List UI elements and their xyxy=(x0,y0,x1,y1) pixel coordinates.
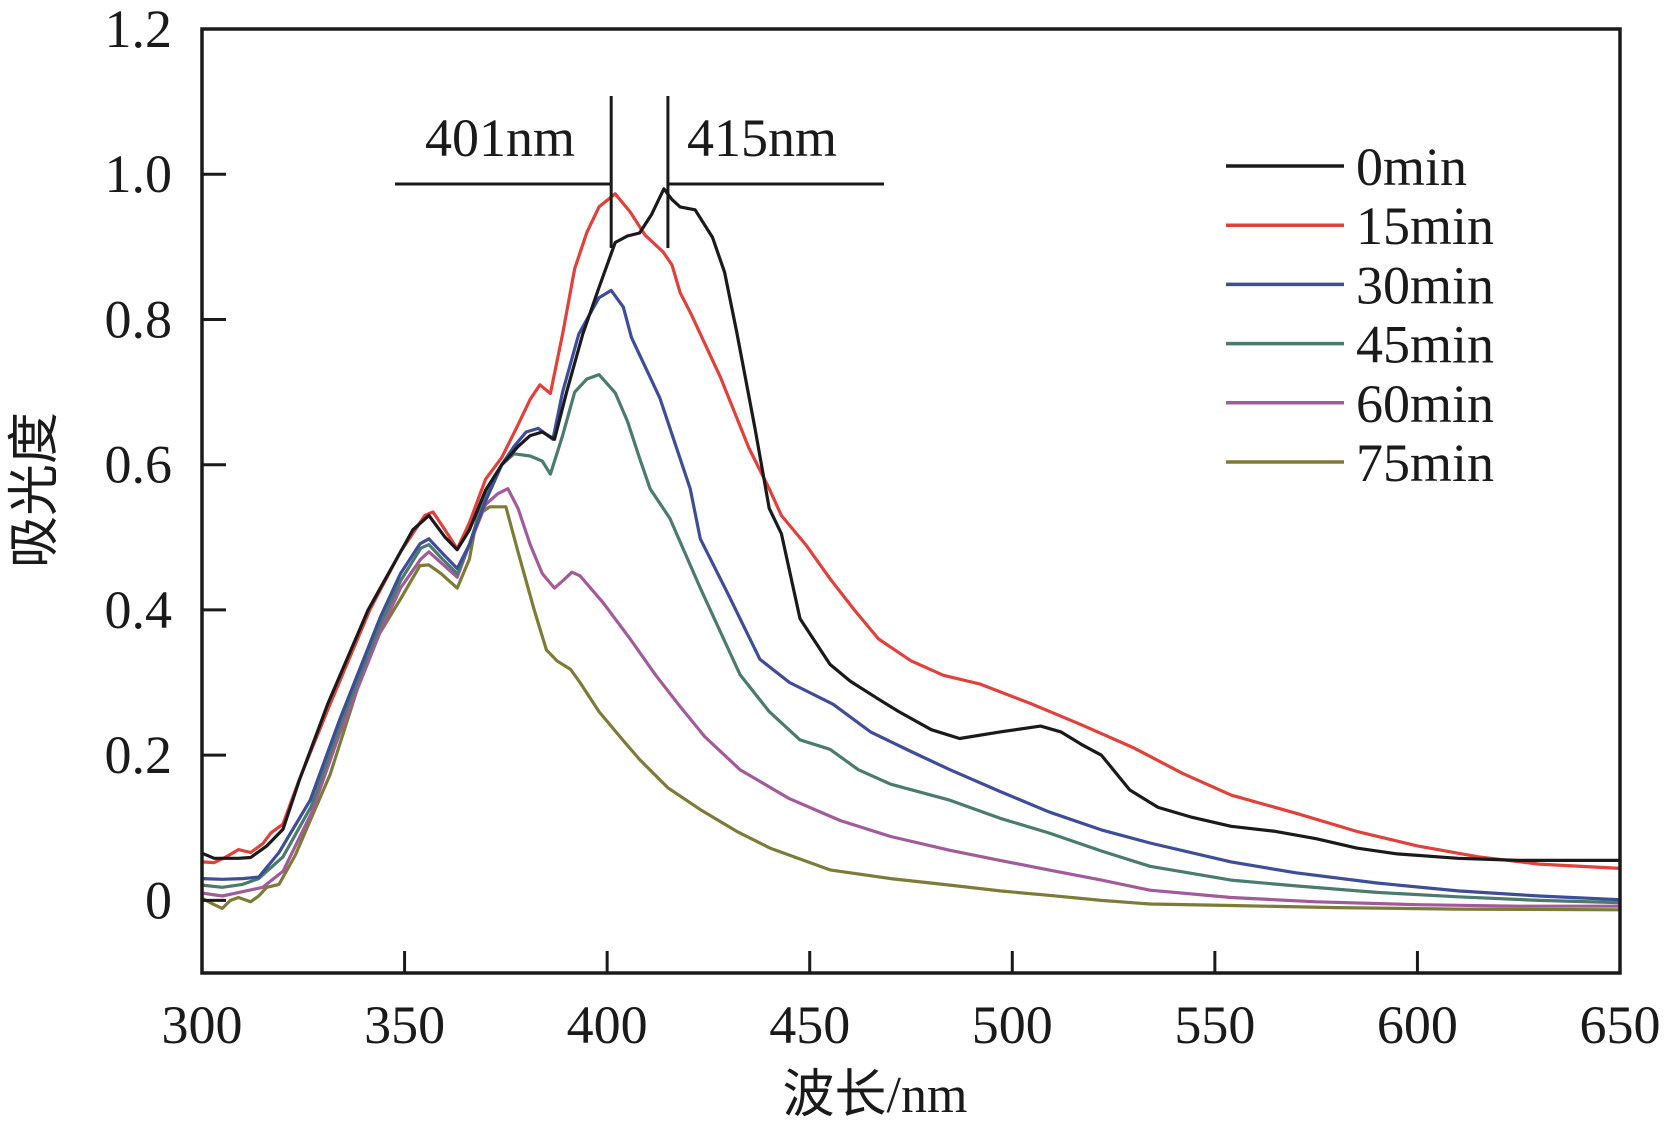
annotation-415nm-label: 415nm xyxy=(687,108,837,168)
series-line-75min xyxy=(200,505,1622,912)
x-tick-label: 550 xyxy=(1174,995,1255,1055)
x-tick-label: 600 xyxy=(1377,995,1458,1055)
y-tick-label: 1.0 xyxy=(105,144,173,204)
x-tick-label: 350 xyxy=(364,995,445,1055)
legend-item-60min: 60min xyxy=(1226,374,1494,434)
x-tick-label: 650 xyxy=(1580,995,1661,1055)
x-tick-label: 450 xyxy=(769,995,850,1055)
legend-label: 30min xyxy=(1356,255,1494,315)
series-line-0min xyxy=(200,187,1622,862)
legend-item-15min: 15min xyxy=(1226,196,1494,256)
legend-item-30min: 30min xyxy=(1226,255,1494,315)
x-axis-title: 波长/nm xyxy=(783,1067,968,1124)
plot-frame xyxy=(200,27,1622,975)
y-tick-label: 1.2 xyxy=(105,0,173,59)
x-tick-label: 400 xyxy=(567,995,648,1055)
series-line-60min xyxy=(200,487,1622,908)
series-line-15min xyxy=(200,192,1622,870)
x-tick-label: 300 xyxy=(162,995,243,1055)
legend-label: 0min xyxy=(1356,137,1467,197)
x-tick-label: 500 xyxy=(972,995,1053,1055)
series-line-30min xyxy=(200,288,1622,902)
y-tick-label: 0.4 xyxy=(105,580,173,640)
series-line-45min xyxy=(200,373,1622,905)
x-axis: 300 350 400 450 500 550 600 650 xyxy=(162,951,1661,1055)
series-layer xyxy=(200,187,1622,912)
legend-item-45min: 45min xyxy=(1226,315,1494,375)
legend-label: 45min xyxy=(1356,315,1494,375)
annotation-401nm-label: 401nm xyxy=(425,108,575,168)
y-tick-label: 0.2 xyxy=(105,725,173,785)
y-tick-label: 0 xyxy=(145,870,172,930)
legend-label: 60min xyxy=(1356,374,1494,434)
legend-label: 75min xyxy=(1356,433,1494,493)
y-tick-label: 0.8 xyxy=(105,289,173,349)
annotation-layer: 401nm 415nm xyxy=(395,96,884,248)
legend-item-0min: 0min xyxy=(1226,137,1467,197)
legend-item-75min: 75min xyxy=(1226,433,1494,493)
y-tick-label: 0.6 xyxy=(105,435,173,495)
y-axis-title: 吸光度 xyxy=(7,412,64,568)
legend-label: 15min xyxy=(1356,196,1494,256)
y-axis: 0 0.2 0.4 0.6 0.8 1.0 1.2 xyxy=(105,0,226,930)
